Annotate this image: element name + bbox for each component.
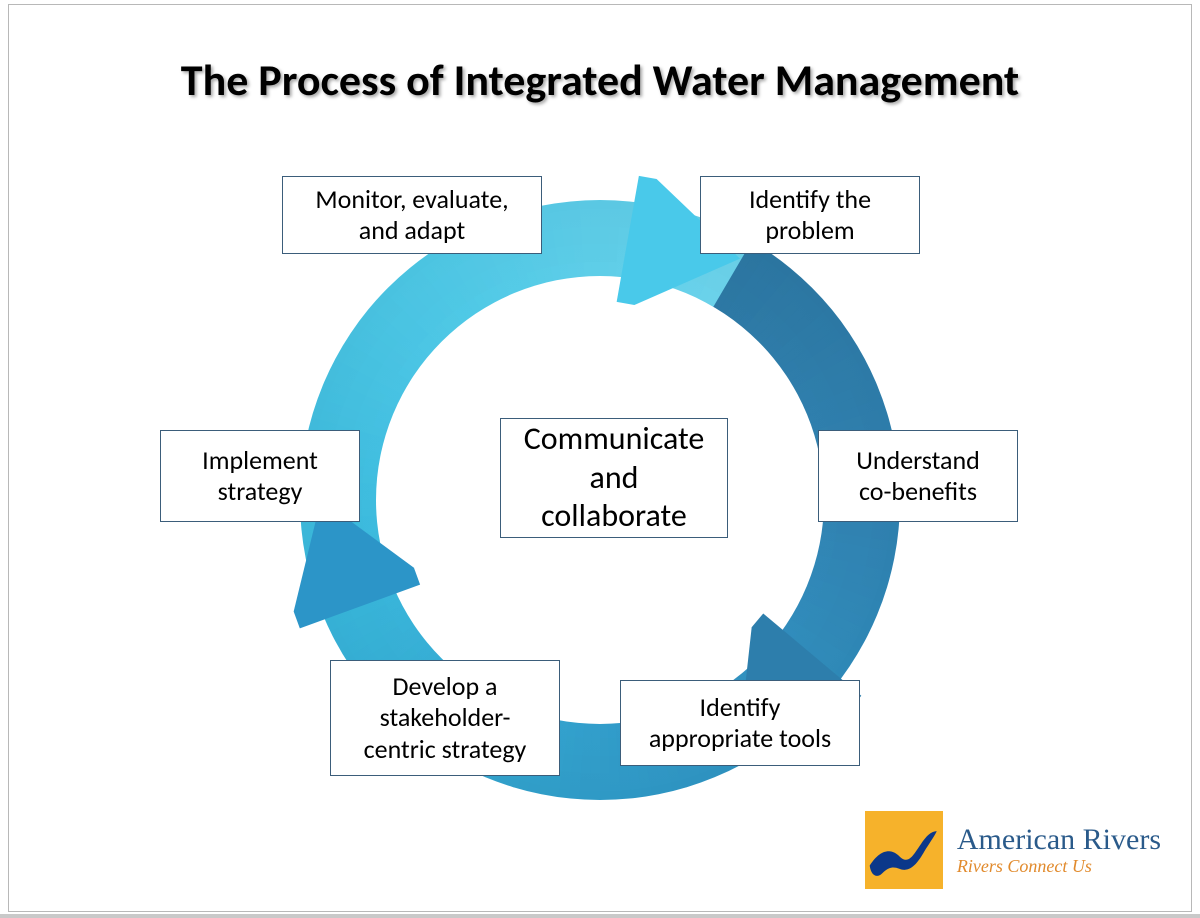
slide-frame: The Process of Integrated Water Manageme… — [8, 4, 1192, 912]
logo-tagline: Rivers Connect Us — [957, 857, 1161, 876]
node-identify-tools: Identify appropriate tools — [620, 680, 860, 766]
center-box: Communicate and collaborate — [500, 418, 728, 538]
node-develop-strategy: Develop a stakeholder- centric strategy — [330, 660, 560, 776]
brand-logo: American Rivers Rivers Connect Us — [865, 811, 1161, 889]
logo-text: American Rivers Rivers Connect Us — [957, 824, 1161, 876]
logo-mark — [865, 811, 943, 889]
node-understand: Understand co-benefits — [818, 430, 1018, 522]
cycle-diagram: Communicate and collaborate Monitor, eva… — [240, 140, 960, 860]
page-title: The Process of Integrated Water Manageme… — [9, 53, 1191, 107]
node-implement: Implement strategy — [160, 430, 360, 522]
node-identify-problem: Identify the problem — [700, 176, 920, 254]
logo-title: American Rivers — [957, 824, 1161, 856]
node-monitor: Monitor, evaluate, and adapt — [282, 176, 542, 254]
wave-icon — [865, 811, 943, 889]
bottom-edge — [0, 914, 1200, 918]
